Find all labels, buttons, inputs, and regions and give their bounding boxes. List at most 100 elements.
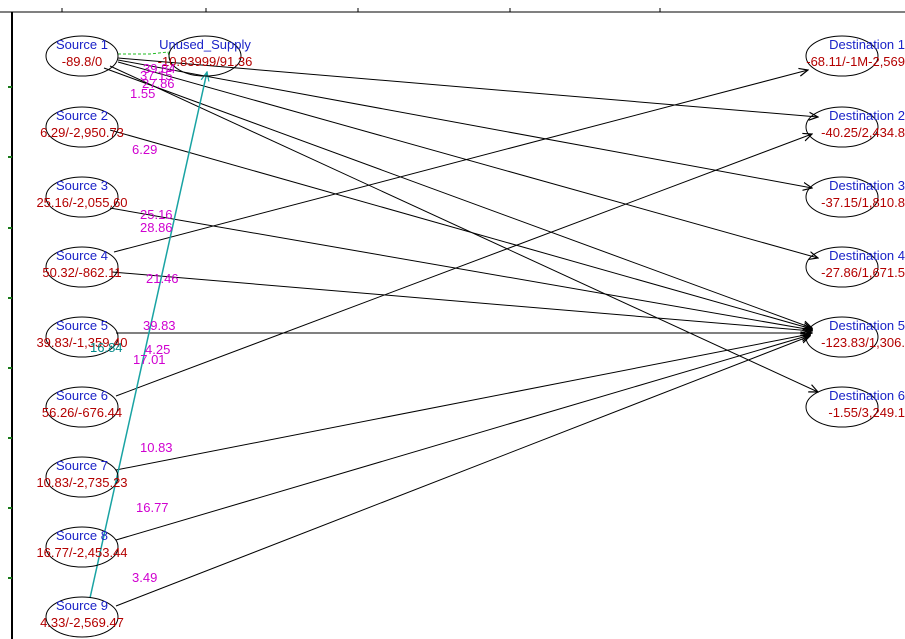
flow-label: 25.16 bbox=[140, 207, 173, 222]
node-value: -40.25/2,434.8 bbox=[821, 125, 905, 140]
window-frame bbox=[0, 8, 905, 639]
flow-label: 3.49 bbox=[132, 570, 157, 585]
node-value: -27.86/1,671.5 bbox=[821, 265, 905, 280]
node-ellipse bbox=[168, 35, 242, 77]
node-d1[interactable]: Destination 1 -68.11/-1M-2,569 bbox=[805, 35, 905, 77]
node-s9[interactable]: Source 9 4.33/-2,569.47 bbox=[40, 596, 124, 638]
arc-s1-to-d3[interactable] bbox=[117, 59, 812, 188]
arc-s1-to-d6[interactable] bbox=[109, 65, 818, 392]
node-title: Source 4 bbox=[56, 248, 108, 263]
node-ellipse bbox=[805, 106, 879, 148]
node-u[interactable]: Unused_Supply -10.83999/91.36 bbox=[158, 35, 253, 77]
node-value: -1.55/3,249.1 bbox=[828, 405, 905, 420]
node-s8[interactable]: Source 8 16.77/-2,453.44 bbox=[36, 526, 128, 568]
flow-label: 21.46 bbox=[146, 271, 179, 286]
node-title: Destination 4 bbox=[829, 248, 905, 263]
node-title: Source 9 bbox=[56, 598, 108, 613]
arc-s8-to-d5[interactable] bbox=[115, 335, 810, 541]
arc-s9-to-u[interactable] bbox=[89, 72, 207, 599]
arc-s4-to-d1[interactable] bbox=[113, 70, 808, 253]
node-value: 56.26/-676.44 bbox=[42, 405, 122, 420]
flow-label: 16.77 bbox=[136, 500, 169, 515]
node-s1[interactable]: Source 1 -89.8/0 bbox=[45, 35, 119, 77]
node-d3[interactable]: Destination 3 -37.15/1,810.8 bbox=[805, 176, 905, 218]
flow-label: 16.84 bbox=[90, 340, 123, 355]
node-title: Source 8 bbox=[56, 528, 108, 543]
node-s4[interactable]: Source 4 50.32/-862.11 bbox=[42, 246, 122, 288]
left-ruler-ticks bbox=[8, 86, 12, 579]
arc-s1-to-d4[interactable] bbox=[117, 61, 818, 258]
node-title: Destination 1 bbox=[829, 37, 905, 52]
node-title: Destination 5 bbox=[829, 318, 905, 333]
node-title: Source 5 bbox=[56, 318, 108, 333]
arc-s9-to-d5[interactable] bbox=[115, 336, 810, 607]
node-ellipse bbox=[45, 316, 119, 358]
node-value: 25.16/-2,055.60 bbox=[36, 195, 127, 210]
flow-label: 37.15 bbox=[140, 68, 173, 83]
flow-label: 10.83 bbox=[140, 440, 173, 455]
node-title: Destination 6 bbox=[829, 388, 905, 403]
node-value: -10.83999/91.36 bbox=[158, 54, 253, 69]
flow-label: 39.84 bbox=[143, 61, 176, 76]
node-ellipse bbox=[805, 176, 879, 218]
node-value: 10.83/-2,735.23 bbox=[36, 475, 127, 490]
node-value: -123.83/1,306. bbox=[821, 335, 905, 350]
node-s2[interactable]: Source 2 6.29/-2,950.73 bbox=[40, 106, 124, 148]
node-title: Destination 2 bbox=[829, 108, 905, 123]
node-ellipse bbox=[45, 386, 119, 428]
flow-label: 6.29 bbox=[132, 142, 157, 157]
node-value: 6.29/-2,950.73 bbox=[40, 125, 124, 140]
node-value: -68.11/-1M-2,569 bbox=[806, 54, 905, 69]
node-value: -89.8/0 bbox=[62, 54, 102, 69]
node-value: -37.15/1,810.8 bbox=[821, 195, 905, 210]
node-title: Source 7 bbox=[56, 458, 108, 473]
node-title: Source 6 bbox=[56, 388, 108, 403]
flow-label: 4.25 bbox=[145, 342, 170, 357]
arcs-layer bbox=[89, 51, 818, 607]
node-ellipse bbox=[45, 526, 119, 568]
node-ellipse bbox=[45, 596, 119, 638]
flow-label: 39.83 bbox=[143, 318, 176, 333]
node-value: 39.83/-1,359.40 bbox=[36, 335, 127, 350]
flow-label: 17.01 bbox=[133, 352, 166, 367]
node-value: 16.77/-2,453.44 bbox=[36, 545, 127, 560]
node-s5[interactable]: Source 5 39.83/-1,359.40 bbox=[36, 316, 128, 358]
node-title: Unused_Supply bbox=[159, 37, 251, 52]
node-ellipse bbox=[45, 35, 119, 77]
flow-label: 1.55 bbox=[130, 86, 155, 101]
node-d6[interactable]: Destination 6 -1.55/3,249.1 bbox=[805, 386, 905, 428]
node-title: Source 1 bbox=[56, 37, 108, 52]
node-d4[interactable]: Destination 4 -27.86/1,671.5 bbox=[805, 246, 905, 288]
node-d5[interactable]: Destination 5 -123.83/1,306. bbox=[805, 316, 905, 358]
node-ellipse bbox=[45, 456, 119, 498]
node-title: Destination 3 bbox=[829, 178, 905, 193]
arc-s1-to-d5[interactable] bbox=[103, 67, 812, 328]
node-d2[interactable]: Destination 2 -40.25/2,434.8 bbox=[805, 106, 905, 148]
node-ellipse bbox=[805, 386, 879, 428]
node-ellipse bbox=[805, 35, 879, 77]
node-title: Source 2 bbox=[56, 108, 108, 123]
flow-label: 27.86 bbox=[142, 76, 175, 91]
node-ellipse bbox=[45, 246, 119, 288]
node-value: 50.32/-862.11 bbox=[42, 265, 121, 280]
node-ellipse bbox=[45, 106, 119, 148]
arc-source1-unused-dashed bbox=[118, 51, 171, 61]
node-s3[interactable]: Source 3 25.16/-2,055.60 bbox=[36, 176, 128, 218]
top-ruler-ticks bbox=[61, 8, 661, 12]
node-s6[interactable]: Source 6 56.26/-676.44 bbox=[42, 386, 122, 428]
node-s7[interactable]: Source 7 10.83/-2,735.23 bbox=[36, 456, 128, 498]
node-ellipse bbox=[805, 246, 879, 288]
arc-s3-to-d5[interactable] bbox=[109, 207, 812, 330]
arc-s6-to-d2[interactable] bbox=[115, 134, 812, 397]
node-value: 4.33/-2,569.47 bbox=[40, 615, 124, 630]
arc-s7-to-d5[interactable] bbox=[115, 334, 810, 471]
node-title: Source 3 bbox=[56, 178, 108, 193]
arc-s4-to-d5[interactable] bbox=[111, 271, 812, 331]
flow-label: 28.86 bbox=[140, 220, 173, 235]
arc-s2-to-d5[interactable] bbox=[109, 129, 812, 329]
node-ellipse bbox=[45, 176, 119, 218]
node-ellipse bbox=[805, 316, 879, 358]
